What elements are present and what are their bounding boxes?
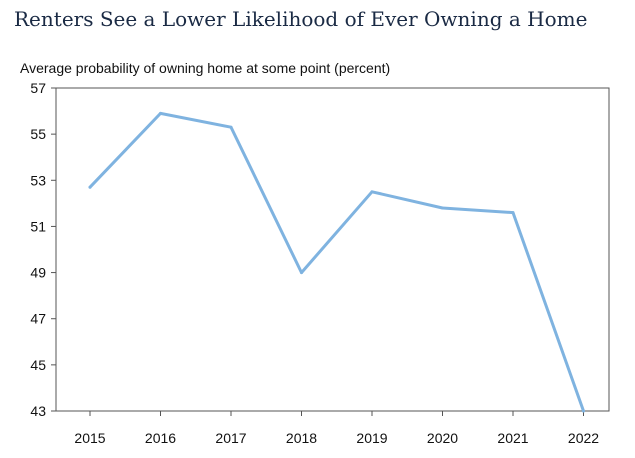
- x-tick-label: 2017: [215, 430, 246, 446]
- data-point: [229, 125, 233, 129]
- series-line: [88, 111, 585, 413]
- y-tick-label: 45: [30, 357, 46, 373]
- x-tick-label: 2020: [427, 430, 458, 446]
- data-point: [441, 206, 444, 210]
- y-tick-label: 55: [30, 126, 46, 142]
- data-point: [370, 190, 374, 194]
- y-tick-label: 51: [30, 218, 46, 234]
- data-point: [300, 271, 303, 275]
- plot-area-border: [55, 87, 610, 412]
- y-tick-label: 43: [30, 403, 46, 419]
- x-tick-label: 2015: [74, 430, 105, 446]
- x-tick-label: 2018: [286, 430, 317, 446]
- x-tick-label: 2019: [356, 430, 387, 446]
- x-tick-label: 2021: [497, 430, 528, 446]
- data-point: [159, 111, 162, 115]
- y-tick-label: 49: [30, 265, 46, 281]
- y-tick-label: 53: [30, 172, 46, 188]
- chart-title: Renters See a Lower Likelihood of Ever O…: [14, 7, 588, 31]
- data-point: [511, 211, 515, 215]
- x-tick-label: 2022: [568, 430, 599, 446]
- y-tick-label: 47: [30, 311, 46, 327]
- data-point: [582, 409, 585, 413]
- x-tick-label: 2016: [145, 430, 176, 446]
- y-axis-label: Average probability of owning home at so…: [20, 60, 391, 76]
- y-tick-label: 57: [30, 80, 46, 96]
- data-point: [88, 185, 92, 189]
